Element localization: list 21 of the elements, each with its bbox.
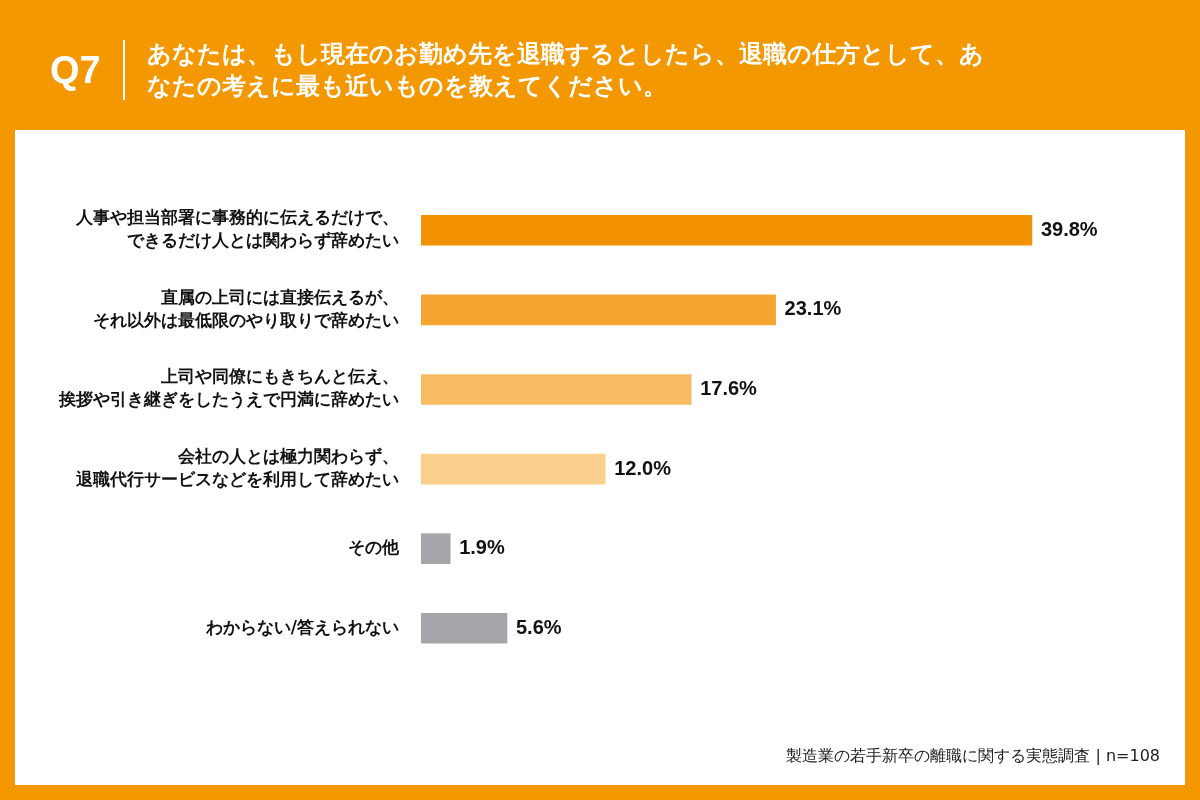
y-tick-label: 会社の人とは極力関わらず、退職代行サービスなどを利用して辞めたい: [75, 446, 399, 489]
text: 製造業の若手新卒の離職に関する実態調査 | n=108: [786, 746, 1160, 767]
bar: [421, 612, 508, 644]
data-label: 12.0%: [614, 456, 672, 479]
data-label: 23.1%: [784, 297, 842, 320]
bar: [421, 374, 692, 405]
data-label: 39.8%: [1040, 217, 1098, 240]
y-tick-label: 上司や同僚にもきちんと伝え、挨拶や引き継ぎをしたうえで円満に辞めたい: [58, 366, 399, 410]
bar: [421, 533, 451, 564]
y-tick-label: その他: [348, 537, 400, 558]
chart-subtitle: あなたは、もし現在のお勤め先を退職するとしたら、退職の仕方として、あなたの考えに最も近いものを教えてください。: [146, 39, 985, 102]
data-label: 17.6%: [700, 376, 758, 399]
y-tick-label: 人事や担当部署に事務的に伝えるだけで、できるだけ人とは関わらず辞めたい: [75, 207, 399, 251]
data-label: 5.6%: [515, 615, 562, 638]
y-tick-label: 直属の上司には直接伝えるが、それ以外は最低限のやり取りで辞めたい: [93, 286, 399, 330]
data-label: 1.9%: [459, 536, 505, 559]
bar: [421, 294, 776, 326]
text: Q7: [50, 40, 125, 100]
bar: [421, 453, 606, 485]
bar: [421, 214, 1033, 246]
y-tick-label: わからない/答えられない: [204, 616, 399, 637]
